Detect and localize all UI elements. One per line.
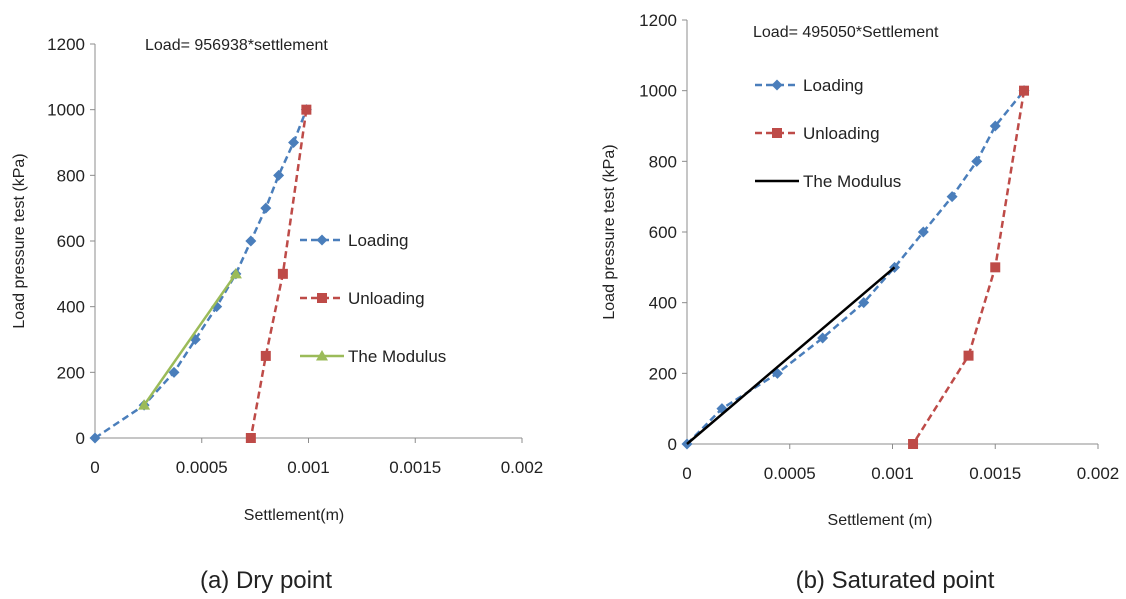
legend-label: The Modulus — [348, 347, 446, 366]
y-tick-label: 200 — [649, 364, 677, 383]
data-point-loading — [288, 137, 300, 148]
legend-marker — [771, 79, 783, 91]
data-point-unloading — [277, 268, 288, 279]
legend-marker — [317, 293, 327, 303]
legend-marker — [772, 128, 782, 138]
data-point-unloading — [963, 350, 974, 361]
x-tick-label: 0.001 — [287, 458, 330, 477]
legend-label: Loading — [348, 231, 409, 250]
x-tick-label: 0 — [90, 458, 99, 477]
data-point-unloading — [301, 104, 312, 115]
data-point-loading — [260, 202, 272, 214]
y-tick-label: 1200 — [639, 11, 677, 30]
data-point-the-modulus — [138, 399, 151, 410]
series-line-the-modulus — [143, 273, 237, 406]
data-point-loading — [858, 297, 870, 309]
data-point-loading — [971, 155, 983, 167]
series-line-loading — [94, 109, 308, 440]
y-tick-label: 1000 — [47, 101, 85, 120]
y-tick-label: 1200 — [47, 35, 85, 54]
data-point-unloading — [1019, 85, 1030, 96]
legend-marker — [316, 350, 328, 361]
series-line-the-modulus — [686, 266, 896, 445]
x-tick-label: 0.0005 — [176, 458, 228, 477]
data-point-loading — [273, 169, 285, 181]
data-point-the-modulus — [229, 267, 242, 279]
data-point-unloading — [908, 439, 919, 449]
data-point-loading — [89, 432, 101, 444]
x-tick-label: 0.002 — [1077, 464, 1120, 483]
legend-marker — [316, 234, 328, 246]
legend-entry: Unloading — [755, 124, 880, 143]
y-tick-label: 1000 — [639, 82, 677, 101]
series-line-loading — [686, 89, 1025, 445]
x-tick-label: 0.0015 — [969, 464, 1021, 483]
y-tick-label: 400 — [649, 294, 677, 313]
y-tick-label: 600 — [649, 223, 677, 242]
y-tick-label: 0 — [76, 429, 85, 448]
y-tick-label: 800 — [57, 166, 85, 185]
x-tick-label: 0.0015 — [389, 458, 441, 477]
y-tick-label: 600 — [57, 232, 85, 251]
data-point-loading — [245, 235, 257, 247]
legend-entry: The Modulus — [755, 172, 901, 191]
x-axis-title: Settlement (m) — [828, 512, 933, 529]
legend-label: Unloading — [803, 124, 880, 143]
y-tick-label: 200 — [57, 363, 85, 382]
x-tick-label: 0 — [682, 464, 691, 483]
legend-label: Unloading — [348, 289, 425, 308]
equation-annotation: Load= 495050*Settlement — [753, 24, 939, 41]
chart-panel-a: 0 200 400 600 800 1000 1200 0 0.0005 0.001 0.0015 0… — [11, 35, 543, 594]
y-tick-label: 800 — [649, 152, 677, 171]
data-point-loading — [946, 191, 958, 203]
y-axis-title: Load pressure test (kPa) — [601, 144, 618, 319]
y-tick-label: 0 — [668, 435, 677, 454]
legend-entry: Unloading — [300, 289, 425, 308]
figure-caption: (a) Dry point — [200, 567, 332, 594]
x-tick-label: 0.001 — [871, 464, 914, 483]
legend-label: The Modulus — [803, 172, 901, 191]
data-point-unloading — [260, 350, 271, 361]
y-tick-label: 400 — [57, 298, 85, 317]
figure-caption: (b) Saturated point — [796, 567, 995, 594]
chart-panel-b: 0 200 400 600 800 1000 1200 0 0.0005 0.001 0.0015 0… — [601, 11, 1119, 594]
data-point-unloading — [990, 262, 1001, 273]
x-tick-label: 0.0005 — [764, 464, 816, 483]
data-point-loading — [989, 120, 1001, 132]
x-axis-title: Settlement(m) — [244, 507, 344, 524]
series-line-unloading — [249, 109, 308, 439]
legend-entry: The Modulus — [300, 347, 446, 366]
data-point-unloading — [245, 433, 256, 443]
series-line-unloading — [911, 90, 1026, 445]
data-point-loading — [817, 332, 829, 344]
legend-entry: Loading — [300, 231, 409, 250]
x-tick-label: 0.002 — [501, 458, 544, 477]
data-point-loading — [917, 226, 929, 238]
data-point-loading — [168, 366, 180, 378]
equation-annotation: Load= 956938*settlement — [145, 37, 328, 54]
y-axis-title: Load pressure test (kPa) — [11, 153, 28, 328]
legend-label: Loading — [803, 76, 864, 95]
legend-entry: Loading — [755, 76, 864, 95]
